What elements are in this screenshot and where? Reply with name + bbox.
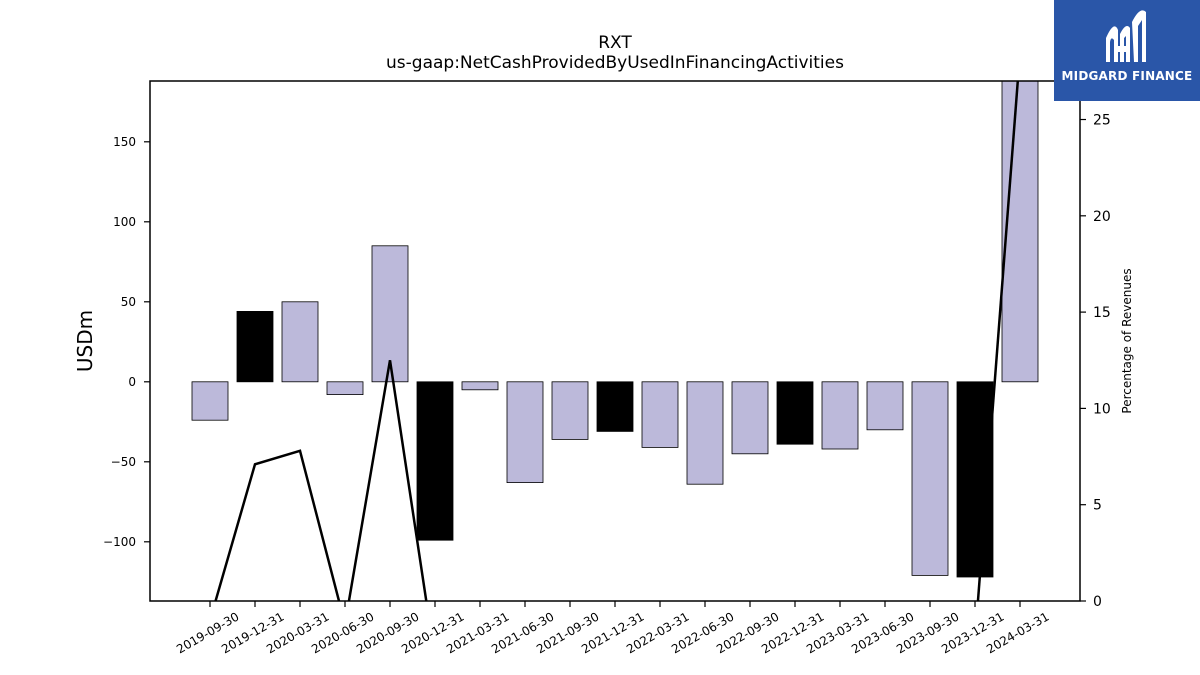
line-series-segment-1 (976, 81, 1020, 601)
y-tick-label: 150 (113, 135, 136, 149)
bar-2021-09-30 (551, 381, 589, 440)
y-tick-label: 0 (128, 375, 136, 389)
chart-title: RXT (598, 33, 632, 53)
y2-tick-label: 20 (1093, 209, 1111, 225)
bar-2022-06-30 (686, 381, 724, 485)
bars-group (191, 81, 1039, 578)
brand-name: MIDGARD FINANCE (1061, 69, 1193, 83)
y2-axis-label: Percentage of Revenues (1120, 268, 1134, 413)
bar-2021-06-30 (506, 381, 544, 483)
y-tick-label: −100 (103, 535, 136, 549)
bar-2021-03-31 (461, 381, 499, 391)
bar-2023-09-30 (911, 381, 949, 576)
y-tick-label: 100 (113, 215, 136, 229)
y-tick-label: −50 (111, 455, 136, 469)
y2-tick-label: 15 (1093, 305, 1111, 321)
midgard-logo-icon (1106, 10, 1146, 62)
y-axis-ticks: −100 −50 0 50 100 150 (103, 135, 150, 549)
bar-2020-03-31 (281, 301, 319, 383)
brand-logo: MIDGARD FINANCE (1054, 0, 1200, 101)
bar-2020-12-31 (416, 381, 454, 541)
chart-subtitle: us-gaap:NetCashProvidedByUsedInFinancing… (386, 53, 844, 73)
y2-tick-label: 5 (1093, 498, 1102, 514)
bar-2021-12-31 (596, 381, 634, 432)
bar-2023-06-30 (866, 381, 904, 431)
line-group (214, 81, 1020, 601)
bar-2019-12-31 (236, 310, 274, 383)
line-series-segment-0 (214, 360, 428, 601)
y2-tick-label: 10 (1093, 401, 1111, 417)
x-axis-ticks: 2019-09-302019-12-312020-03-312020-06-30… (174, 601, 1052, 656)
bar-2023-03-31 (821, 381, 859, 450)
bar-2022-12-31 (776, 381, 814, 445)
bar-2019-09-30 (191, 381, 229, 421)
bar-2022-09-30 (731, 381, 769, 455)
y-tick-label: 50 (121, 295, 136, 309)
y2-tick-label: 0 (1093, 594, 1102, 610)
y-axis-label: USDm (73, 310, 97, 372)
bar-2020-09-30 (371, 245, 409, 383)
y2-tick-label: 25 (1093, 113, 1111, 129)
y2-axis-ticks: 0 5 10 15 20 25 (1080, 113, 1111, 610)
bar-2020-06-30 (326, 381, 364, 395)
bar-2022-03-31 (641, 381, 679, 448)
bar-2024-03-31 (1001, 81, 1039, 383)
